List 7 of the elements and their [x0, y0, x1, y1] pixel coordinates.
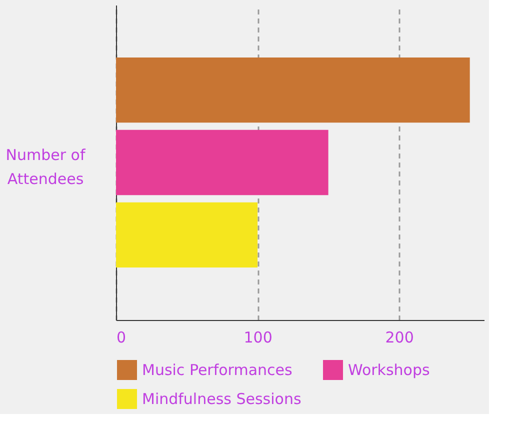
legend-label: Music Performances — [142, 361, 292, 379]
legend-label: Workshops — [348, 361, 430, 379]
x-tick-label: 0 — [116, 328, 126, 346]
x-tick-label: 200 — [385, 328, 414, 346]
x-tick-label: 100 — [244, 328, 272, 346]
y-axis-title: Number of Attendees — [6, 146, 86, 188]
legend-label: Mindfulness Sessions — [142, 390, 302, 408]
